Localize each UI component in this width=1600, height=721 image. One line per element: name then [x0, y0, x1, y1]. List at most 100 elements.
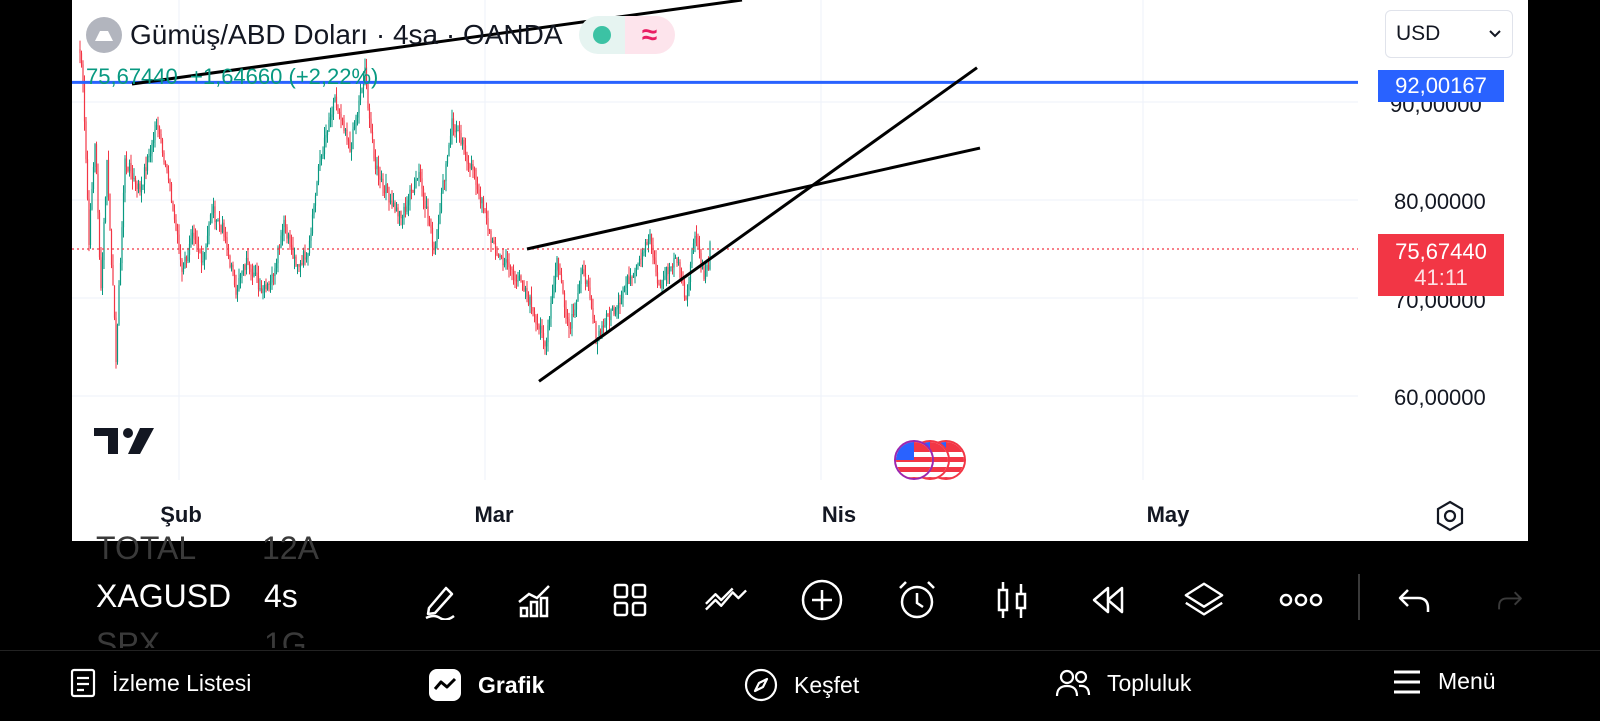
- nav-explore[interactable]: Keşfet: [744, 668, 859, 702]
- candle: [158, 125, 161, 140]
- candle: [113, 285, 116, 321]
- candle-body: [661, 280, 663, 289]
- candle: [461, 137, 464, 150]
- grid-icon: [613, 583, 647, 617]
- alert-price-tag[interactable]: 92,00167: [1378, 70, 1504, 102]
- candle: [286, 224, 288, 244]
- candle-body: [265, 284, 267, 290]
- economic-events[interactable]: [894, 440, 990, 484]
- drawing-tools-button[interactable]: [418, 578, 462, 622]
- redo-button[interactable]: [1496, 578, 1524, 622]
- candle-body: [136, 183, 138, 190]
- patterns-button[interactable]: [704, 578, 748, 622]
- watchlist-symbol[interactable]: TOTAL: [96, 530, 197, 566]
- candle-body: [490, 231, 492, 243]
- symbol-title[interactable]: Gümüş/ABD Doları · 4sa · OANDA: [130, 19, 563, 50]
- candle-body: [215, 220, 218, 223]
- candle: [308, 235, 311, 256]
- price-chart[interactable]: [72, 0, 1528, 541]
- status-pill[interactable]: ≈: [578, 16, 675, 54]
- candle: [404, 197, 407, 218]
- candle-body: [458, 130, 461, 133]
- candle-body: [487, 218, 489, 230]
- candle: [452, 112, 455, 136]
- candle: [619, 294, 621, 314]
- top-trendline[interactable]: [131, 0, 743, 86]
- candle-body: [644, 242, 647, 252]
- candle: [280, 229, 282, 249]
- candle-body: [394, 202, 396, 212]
- undo-button[interactable]: [1392, 578, 1436, 622]
- toolbar-divider: [1358, 574, 1360, 620]
- layers-button[interactable]: [1182, 578, 1226, 622]
- candle-body: [647, 241, 650, 245]
- time-tick: Şub: [160, 502, 202, 527]
- candle: [395, 201, 398, 212]
- price-tick: 60,00000: [1394, 385, 1486, 410]
- candle: [316, 180, 318, 196]
- chart-panel[interactable]: Gümüş/ABD Doları · 4sa · OANDA ≈ 75,6744…: [72, 0, 1528, 541]
- candle-body: [421, 178, 423, 189]
- trendlines[interactable]: [526, 66, 981, 383]
- candle-body: [569, 327, 572, 329]
- chart-type-button[interactable]: [991, 578, 1035, 622]
- candle-body: [539, 325, 542, 330]
- candle-body: [697, 237, 699, 247]
- trendline-lower-support[interactable]: [538, 66, 978, 383]
- candle-body: [467, 162, 470, 165]
- candle-body: [380, 178, 383, 180]
- candle: [629, 268, 632, 286]
- candle: [250, 264, 252, 281]
- watchlist-interval-active[interactable]: 4s: [264, 578, 298, 614]
- candle: [239, 272, 242, 289]
- nav-menu[interactable]: Menü: [1392, 668, 1496, 695]
- candle-body: [476, 184, 479, 190]
- watchlist-interval[interactable]: 1G: [264, 626, 307, 648]
- candle-body: [505, 259, 507, 264]
- nav-chart[interactable]: Grafik: [428, 668, 544, 702]
- candle: [652, 237, 654, 265]
- candle-body: [640, 258, 642, 260]
- alert-button[interactable]: [895, 578, 939, 622]
- candle: [361, 87, 363, 94]
- candle-body: [568, 319, 570, 328]
- trendline-upper-resistance[interactable]: [526, 146, 981, 251]
- candle-body: [185, 256, 188, 262]
- symbol-header[interactable]: Gümüş/ABD Doları · 4sa · OANDA ≈: [86, 14, 675, 56]
- currency-select[interactable]: USD: [1385, 10, 1513, 58]
- watchlist-symbol[interactable]: SPX: [96, 626, 161, 648]
- add-button[interactable]: [800, 578, 844, 622]
- watchlist-symbol-active[interactable]: XAGUSD: [96, 578, 232, 614]
- candle-body: [437, 223, 440, 230]
- candle: [433, 241, 435, 255]
- us-flag-icon[interactable]: [894, 440, 934, 480]
- chart-settings-icon[interactable]: [1434, 500, 1466, 532]
- nav-community[interactable]: Topluluk: [1055, 668, 1191, 698]
- candle: [485, 202, 488, 225]
- more-button[interactable]: [1279, 578, 1323, 622]
- candle: [320, 154, 323, 166]
- candle-body: [542, 332, 545, 341]
- candle-body: [340, 113, 342, 118]
- candle-body: [392, 202, 395, 207]
- candle: [89, 203, 92, 249]
- candle-body: [526, 288, 528, 297]
- candle: [185, 255, 188, 268]
- market-open-icon: [578, 16, 625, 54]
- candle: [661, 279, 663, 293]
- nav-watchlist[interactable]: İzleme Listesi: [70, 668, 251, 698]
- candle: [431, 221, 434, 257]
- candle: [257, 265, 260, 297]
- candle-body: [643, 251, 645, 253]
- candle-body: [608, 316, 611, 321]
- watchlist-interval[interactable]: 12A: [262, 530, 319, 566]
- candle: [139, 180, 141, 196]
- candle: [520, 274, 522, 283]
- replay-button[interactable]: [1086, 578, 1130, 622]
- candle-body: [115, 317, 117, 363]
- candle: [199, 248, 201, 254]
- candle: [194, 228, 197, 245]
- indicators-button[interactable]: [513, 578, 557, 622]
- layout-button[interactable]: [608, 578, 652, 622]
- candle-body: [290, 244, 293, 247]
